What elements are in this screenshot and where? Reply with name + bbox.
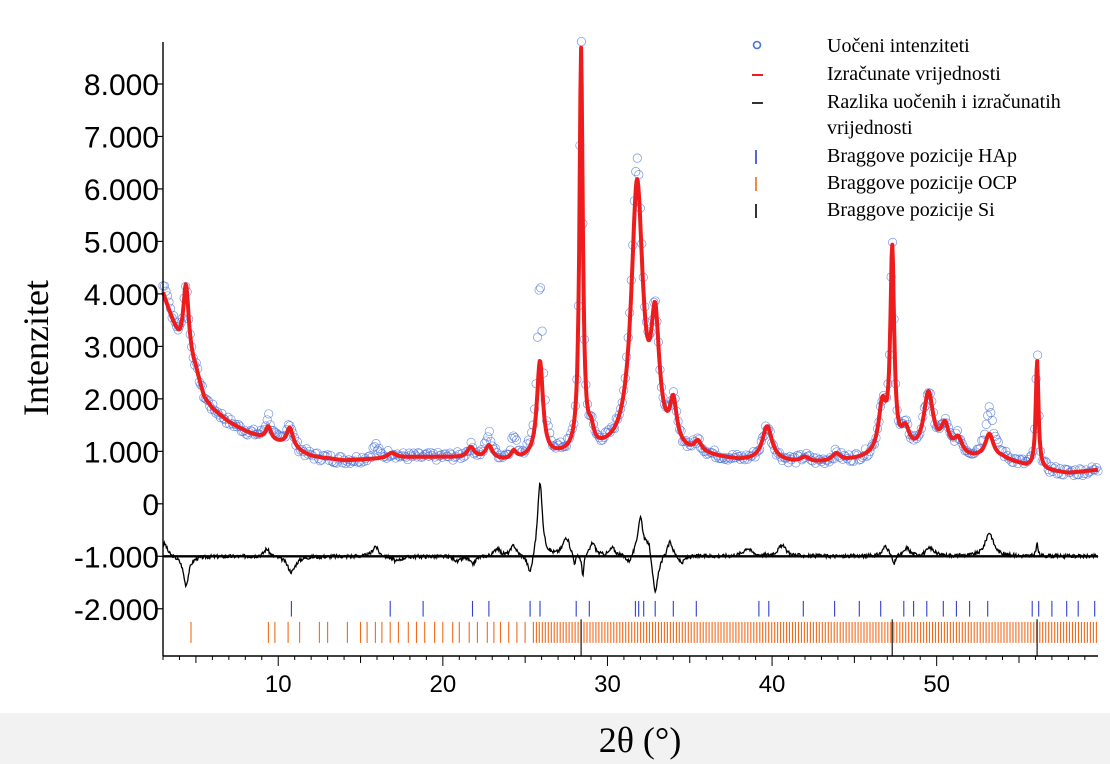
observed-point xyxy=(202,395,212,405)
observed-point xyxy=(576,37,586,47)
observed-point xyxy=(752,447,762,457)
observed-point xyxy=(520,446,531,456)
y-tick-label: 0 xyxy=(142,489,159,522)
observed-point xyxy=(369,441,380,452)
legend-label-bragg-ocp: Braggove pozicije OCP xyxy=(827,172,1017,194)
legend-label-difference-line1: Razlika uočenih i izračunatih xyxy=(827,91,1061,113)
observed-point xyxy=(264,409,274,419)
observed-point xyxy=(511,435,522,445)
observed-point xyxy=(983,411,993,421)
y-tick-label: -1.000 xyxy=(74,541,159,574)
y-tick-label: 8.000 xyxy=(84,69,159,102)
y-axis-title: Intenzitet xyxy=(16,280,56,416)
observed-point xyxy=(537,326,547,336)
observed-point xyxy=(986,408,996,418)
legend-marker-observed xyxy=(752,40,762,50)
observed-point xyxy=(533,332,543,342)
bottom-band xyxy=(0,713,1110,764)
y-tick-label: 1.000 xyxy=(84,436,159,469)
y-tick-label: 7.000 xyxy=(84,121,159,154)
observed-point xyxy=(371,439,381,449)
observed-point xyxy=(372,445,383,455)
y-axis-ticks: 8.000 7.000 6.000 5.000 4.000 3.000 2.000 1.000… xyxy=(74,69,163,627)
observed-point xyxy=(510,433,520,443)
legend-label-bragg-hap: Braggove pozicije HAp xyxy=(827,145,1017,167)
observed-point xyxy=(504,449,514,460)
y-tick-label: 3.000 xyxy=(84,331,159,364)
x-tick-label: 20 xyxy=(429,671,456,698)
y-tick-label: -2.000 xyxy=(74,594,159,627)
legend: Uočeni intenziteti Izračunate vrijednost… xyxy=(752,35,1066,221)
observed-point xyxy=(866,442,876,452)
observed-point xyxy=(159,281,170,291)
x-axis-ticks: 10 20 30 40 50 xyxy=(162,656,1086,698)
observed-point xyxy=(484,426,494,436)
x-tick-label: 30 xyxy=(594,671,621,698)
x-tick-label: 10 xyxy=(265,671,292,698)
x-tick-label: 50 xyxy=(923,671,950,698)
calculated-series-line xyxy=(161,45,1100,475)
observed-point xyxy=(984,402,994,412)
difference-series-line xyxy=(162,481,1099,595)
y-tick-label: 4.000 xyxy=(84,279,159,312)
legend-label-calculated: Izračunate vrijednosti xyxy=(827,63,1001,85)
legend-label-difference: Razlika uočenih i izračunatih vrijednost… xyxy=(827,91,1066,139)
observed-point xyxy=(631,167,641,177)
observed-point xyxy=(262,415,272,425)
observed-point xyxy=(981,419,991,429)
observed-point xyxy=(681,436,691,446)
observed-point xyxy=(598,435,608,445)
y-tick-label: 5.000 xyxy=(84,226,159,259)
observed-point xyxy=(534,285,544,295)
bragg-markers xyxy=(190,600,1097,656)
x-tick-label: 40 xyxy=(759,671,786,698)
observed-point xyxy=(632,153,642,163)
y-tick-label: 6.000 xyxy=(84,174,159,207)
y-tick-label: 2.000 xyxy=(84,384,159,417)
observed-point xyxy=(483,432,493,442)
observed-point xyxy=(987,415,997,425)
observed-point xyxy=(1033,350,1043,360)
observed-point xyxy=(507,433,517,443)
legend-label-bragg-si: Braggove pozicije Si xyxy=(827,199,995,221)
observed-point xyxy=(832,447,842,457)
x-axis-title: 2θ (°) xyxy=(599,720,682,760)
observed-point xyxy=(548,441,558,451)
legend-label-observed: Uočeni intenziteti xyxy=(827,35,970,57)
legend-label-difference-line2: vrijednosti xyxy=(827,117,913,139)
observed-point xyxy=(536,283,546,293)
